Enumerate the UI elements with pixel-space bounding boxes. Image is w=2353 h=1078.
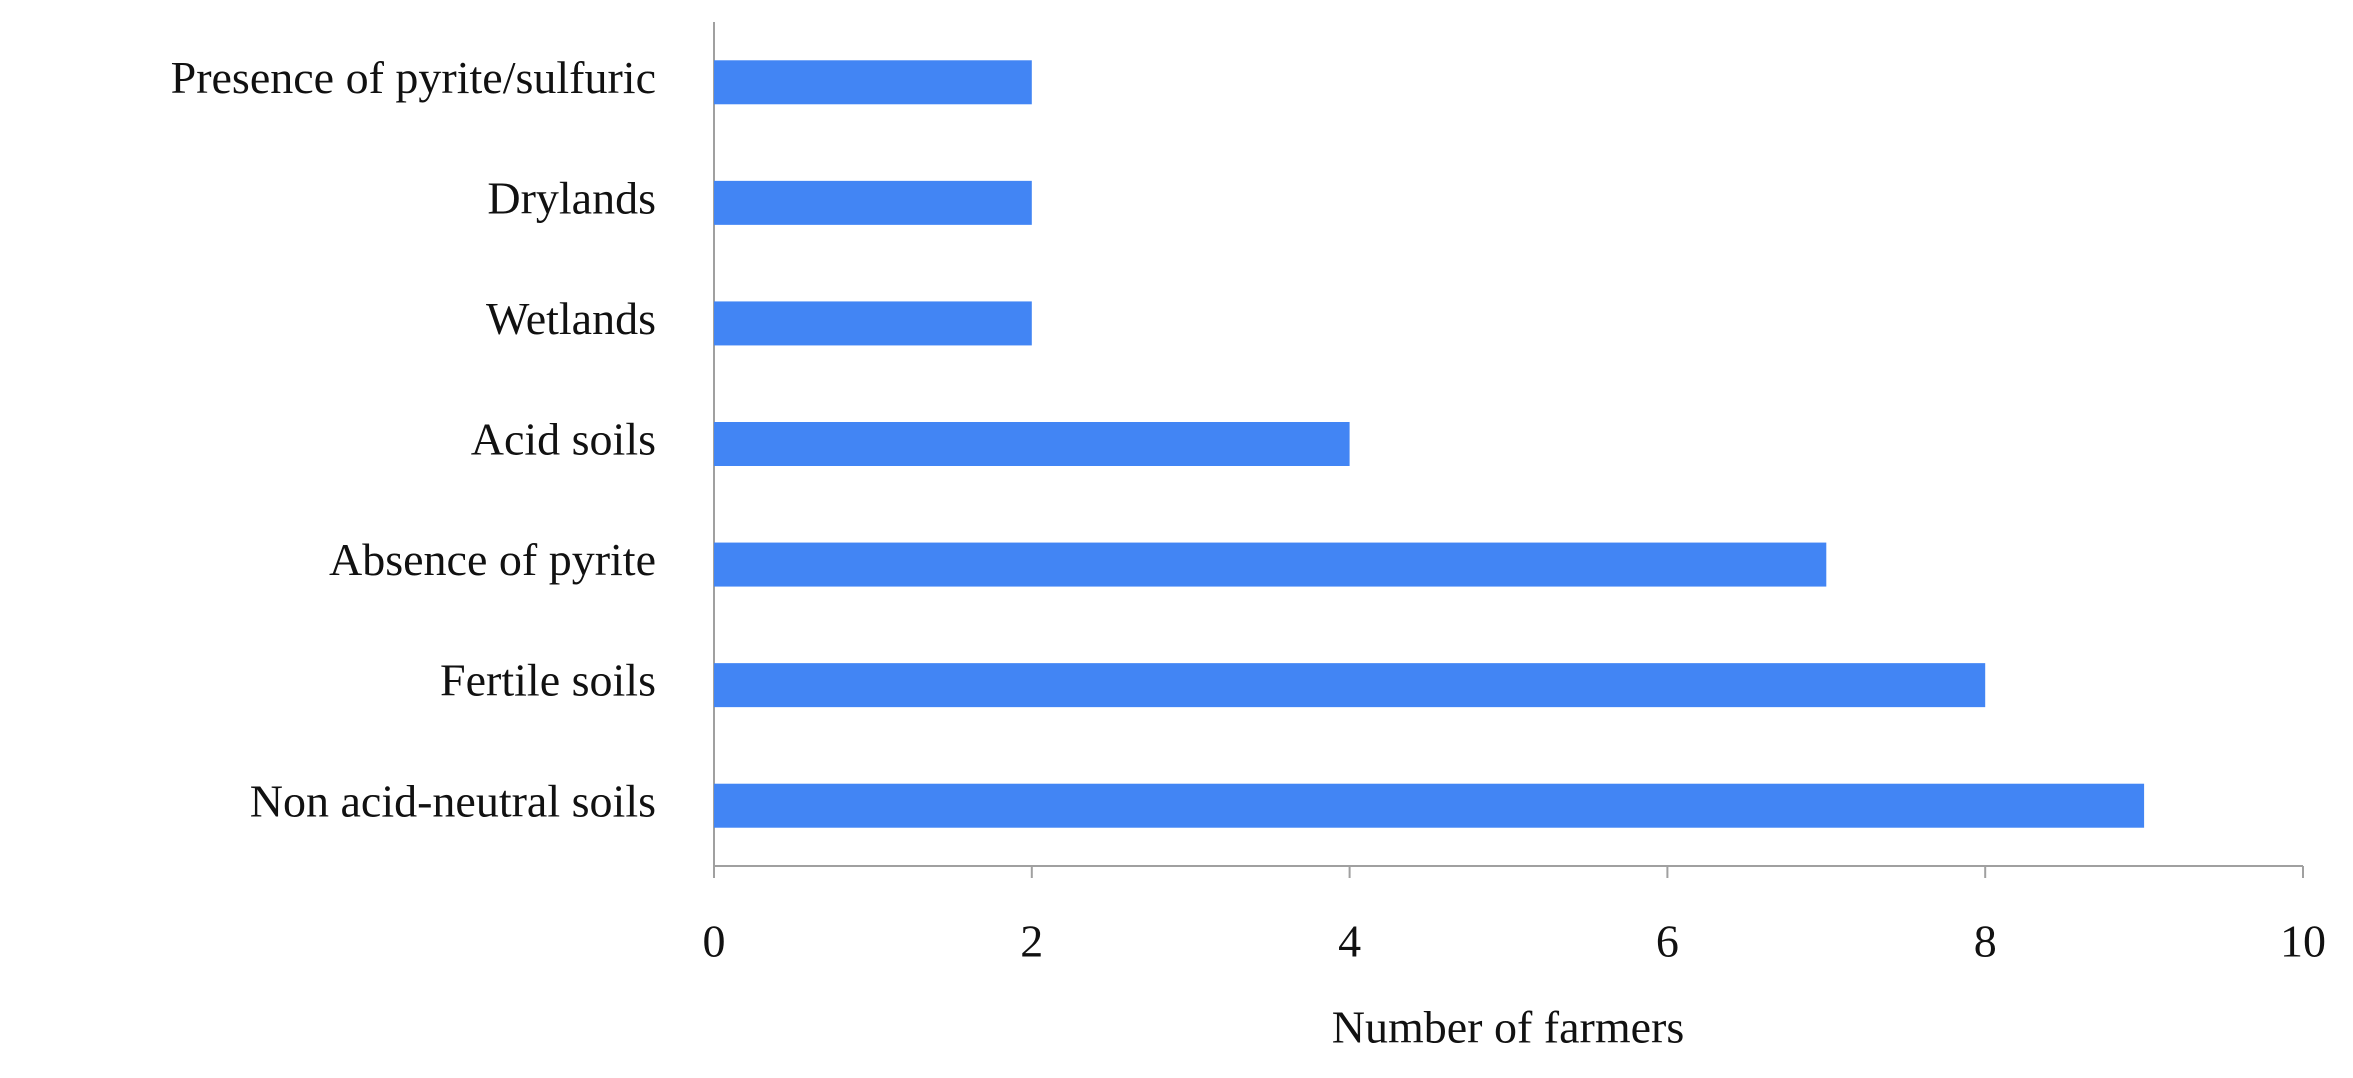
x-tick-label: 0 xyxy=(703,916,726,967)
x-tick-label: 8 xyxy=(1974,916,1997,967)
x-tick-label: 10 xyxy=(2280,916,2326,967)
y-tick-label: Fertile soils xyxy=(440,655,656,706)
y-tick-label: Drylands xyxy=(487,172,656,223)
y-tick-label: Non acid-neutral soils xyxy=(250,775,656,826)
x-tick-label: 6 xyxy=(1656,916,1679,967)
x-tick-label: 2 xyxy=(1020,916,1043,967)
bar xyxy=(714,542,1827,587)
y-tick-label: Absence of pyrite xyxy=(329,534,656,585)
bar xyxy=(714,60,1032,105)
bar xyxy=(714,783,2145,828)
x-tick-label: 4 xyxy=(1338,916,1361,967)
y-tick-label: Wetlands xyxy=(486,293,656,344)
bar xyxy=(714,301,1032,346)
x-axis-label: Number of farmers xyxy=(1332,1002,1685,1053)
y-tick-label: Presence of pyrite/sulfuric xyxy=(171,52,656,103)
bar xyxy=(714,422,1350,466)
bar xyxy=(714,180,1032,225)
y-tick-label: Acid soils xyxy=(471,414,656,465)
bar xyxy=(714,663,1986,708)
